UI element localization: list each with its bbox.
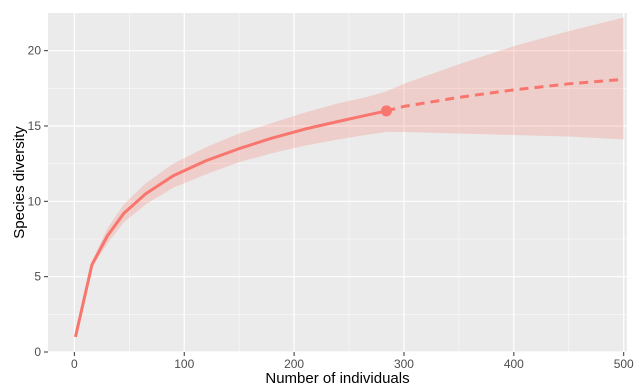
y-axis: 0 5 10 15 20	[28, 44, 48, 359]
y-tick-label: 15	[28, 119, 42, 133]
plot-panel	[48, 13, 627, 352]
y-tick-label: 5	[34, 270, 41, 284]
x-tick-label: 200	[284, 357, 304, 371]
x-tick-label: 500	[614, 357, 634, 371]
minor-gridlines	[48, 13, 627, 352]
interpolation-line	[74, 109, 387, 338]
data-points	[380, 105, 392, 117]
confidence-bands	[75, 17, 624, 337]
y-tick-label: 10	[28, 194, 42, 208]
y-axis-title: Species diversity	[11, 126, 28, 239]
observed-point	[380, 105, 392, 117]
x-tick-label: 400	[504, 357, 524, 371]
confidence-band-solid	[75, 91, 387, 337]
major-gridlines	[48, 13, 627, 353]
confidence-band-dashed	[386, 17, 624, 140]
x-tick-label: 300	[394, 357, 414, 371]
y-tick-label: 20	[28, 44, 42, 58]
x-axis: 0 100 200 300 400 500	[71, 352, 634, 371]
extrapolation-line	[386, 77, 624, 113]
x-tick-label: 0	[71, 357, 78, 371]
x-axis-title: Number of individuals	[265, 370, 409, 386]
x-tick-label: 100	[174, 357, 194, 371]
y-tick-label: 0	[34, 345, 41, 359]
series-lines	[74, 77, 624, 338]
